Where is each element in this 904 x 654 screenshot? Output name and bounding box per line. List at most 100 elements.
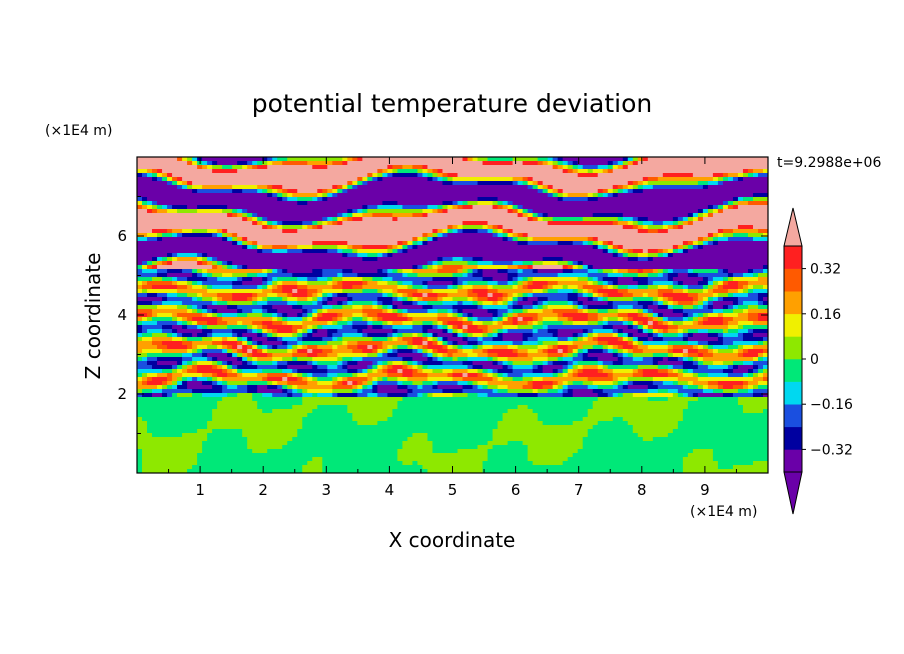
- contour-cell: [627, 241, 634, 246]
- contour-cell: [417, 313, 424, 318]
- contour-cell: [647, 221, 654, 226]
- contour-cell: [497, 189, 504, 194]
- contour-cell: [632, 197, 639, 202]
- contour-cell: [692, 169, 699, 174]
- contour-cell: [502, 241, 509, 246]
- contour-cell: [227, 277, 233, 282]
- contour-cell: [707, 169, 714, 174]
- contour-cell: [762, 281, 768, 286]
- contour-cell: [437, 217, 444, 222]
- contour-cell: [502, 233, 509, 238]
- contour-cell: [182, 225, 188, 230]
- contour-cell: [367, 205, 373, 210]
- contour-cell: [382, 249, 388, 254]
- contour-cell: [142, 301, 148, 306]
- plot-area: [137, 157, 768, 473]
- contour-cell: [207, 209, 213, 214]
- contour-cell: [727, 293, 734, 298]
- contour-cell: [697, 237, 704, 242]
- contour-cell: [187, 313, 193, 318]
- contour-cell: [362, 165, 368, 170]
- contour-cell: [167, 285, 173, 290]
- contour-cell: [642, 173, 649, 178]
- contour-cell: [192, 261, 198, 266]
- contour-cell: [487, 285, 494, 290]
- contour-cell: [617, 221, 624, 226]
- contour-cell: [437, 253, 444, 258]
- contour-cell: [662, 297, 669, 302]
- contour-cell: [717, 205, 724, 210]
- contour-cell: [202, 305, 208, 310]
- contour-cell: [677, 245, 684, 250]
- contour-cell: [302, 273, 308, 278]
- contour-cell: [692, 305, 699, 310]
- contour-cell: [407, 269, 414, 274]
- contour-cell: [522, 265, 529, 270]
- contour-cell: [172, 197, 178, 202]
- contour-cell: [742, 225, 749, 230]
- contour-cell: [697, 217, 704, 222]
- contour-cell: [532, 193, 539, 198]
- contour-cell: [622, 201, 629, 206]
- contour-cell: [272, 181, 278, 186]
- contour-cell: [497, 253, 504, 258]
- contour-cell: [237, 269, 243, 274]
- contour-cell: [682, 237, 689, 242]
- contour-cell: [492, 285, 499, 290]
- contour-cell: [187, 225, 193, 230]
- contour-cell: [657, 245, 664, 250]
- contour-cell: [692, 197, 699, 202]
- contour-cell: [307, 285, 313, 290]
- contour-cell: [517, 297, 524, 302]
- contour-cell: [522, 273, 529, 278]
- contour-cell: [437, 237, 444, 242]
- contour-cell: [427, 169, 434, 174]
- contour-cell: [307, 249, 313, 254]
- contour-cell: [232, 281, 238, 286]
- contour-cell: [582, 293, 589, 298]
- contour-cell: [587, 229, 594, 234]
- contour-cell: [322, 233, 328, 238]
- contour-cell: [352, 185, 358, 190]
- contour-cell: [392, 201, 399, 206]
- contour-cell: [482, 301, 489, 306]
- contour-cell: [177, 185, 183, 190]
- contour-cell: [327, 225, 333, 230]
- contour-cell: [632, 285, 639, 290]
- contour-cell: [342, 261, 348, 266]
- contour-cell: [642, 301, 649, 306]
- contour-cell: [622, 297, 629, 302]
- contour-cell: [327, 293, 333, 298]
- contour-cell: [202, 245, 208, 250]
- contour-cell: [732, 173, 739, 178]
- contour-cell: [237, 285, 243, 290]
- contour-cell: [137, 257, 143, 262]
- contour-cell: [637, 297, 644, 302]
- contour-cell: [612, 289, 619, 294]
- contour-cell: [727, 181, 734, 186]
- contour-cell: [467, 193, 474, 198]
- contour-cell: [322, 181, 328, 186]
- contour-cell: [457, 253, 464, 258]
- contour-cell: [172, 269, 178, 274]
- contour-cell: [157, 265, 163, 270]
- contour-cell: [757, 301, 764, 306]
- contour-cell: [137, 245, 143, 250]
- contour-cell: [242, 213, 248, 218]
- contour-cell: [347, 177, 353, 182]
- contour-cell: [697, 177, 704, 182]
- contour-cell: [667, 309, 674, 314]
- contour-cell: [742, 309, 749, 314]
- contour-cell: [622, 225, 629, 230]
- contour-cell: [217, 185, 223, 190]
- contour-cell: [477, 237, 484, 242]
- contour-cell: [502, 173, 509, 178]
- contour-cell: [687, 221, 694, 226]
- contour-cell: [632, 165, 639, 170]
- contour-cell: [692, 285, 699, 290]
- contour-cell: [402, 257, 409, 262]
- contour-cell: [467, 285, 474, 290]
- contour-cell: [502, 277, 509, 282]
- contour-cell: [377, 285, 383, 290]
- contour-cell: [562, 309, 569, 314]
